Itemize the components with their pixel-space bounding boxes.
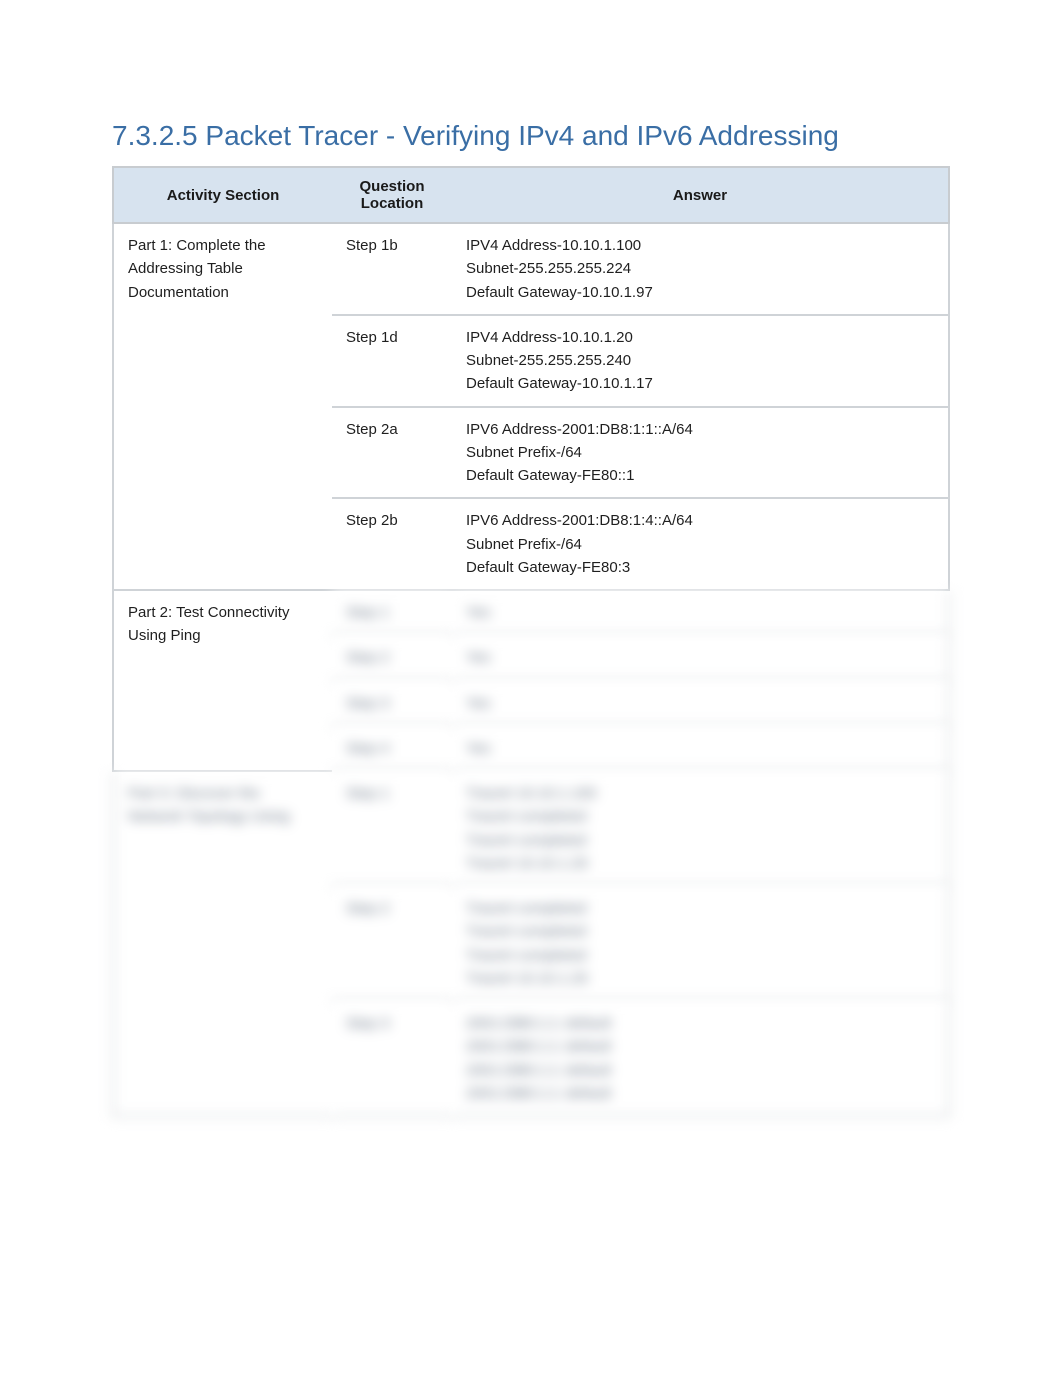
answer-line: Yes xyxy=(466,601,934,624)
answer-line: Tracert completed xyxy=(466,805,934,828)
question-cell: Step 2a xyxy=(332,408,452,500)
answer-cell: Yes xyxy=(452,636,950,681)
col-header-section: Activity Section xyxy=(112,166,332,224)
answer-cell: IPV6 Address-2001:DB8:1:4::A/64Subnet Pr… xyxy=(452,499,950,591)
answer-cell: Tracert 10.10.1.100Tracert completedTrac… xyxy=(452,772,950,887)
section-cell: Part 3: Discover the Network Topology Us… xyxy=(112,772,332,1117)
answer-line: IPV4 Address-10.10.1.100 xyxy=(466,234,934,257)
answer-cell: IPV4 Address-10.10.1.100Subnet-255.255.2… xyxy=(452,224,950,316)
answer-cell: IPV4 Address-10.10.1.20Subnet-255.255.25… xyxy=(452,316,950,408)
answer-line: Subnet Prefix-/64 xyxy=(466,441,934,464)
answer-line: IPV4 Address-10.10.1.20 xyxy=(466,326,934,349)
question-cell: Step 2 xyxy=(332,887,452,1002)
answer-line: Tracert completed xyxy=(466,829,934,852)
table-header-row: Activity Section Question Location Answe… xyxy=(112,166,950,224)
answer-line: Subnet-255.255.255.224 xyxy=(466,257,934,280)
answer-line: Yes xyxy=(466,692,934,715)
answer-cell: Yes xyxy=(452,727,950,772)
col-header-question: Question Location xyxy=(332,166,452,224)
answer-table: Activity Section Question Location Answe… xyxy=(112,166,950,1117)
answer-line: IPV6 Address-2001:DB8:1:4::A/64 xyxy=(466,509,934,532)
answer-line: Tracert 10.10.1.100 xyxy=(466,782,934,805)
answer-line: Subnet Prefix-/64 xyxy=(466,533,934,556)
question-cell: Step 3 xyxy=(332,1002,452,1117)
table-row: Part 1: Complete the Addressing Table Do… xyxy=(112,224,950,316)
answer-line: IPV6 Address-2001:DB8:1:1::A/64 xyxy=(466,418,934,441)
answer-line: Tracert completed xyxy=(466,920,934,943)
section-cell: Part 2: Test Connectivity Using Ping xyxy=(112,591,332,772)
answer-line: Default Gateway-FE80::1 xyxy=(466,464,934,487)
col-header-answer: Answer xyxy=(452,166,950,224)
section-cell: Part 1: Complete the Addressing Table Do… xyxy=(112,224,332,591)
answer-line: Tracert completed xyxy=(466,944,934,967)
answer-line: Default Gateway-10.10.1.17 xyxy=(466,372,934,395)
answer-line: Default Gateway-10.10.1.97 xyxy=(466,281,934,304)
table-row: Part 3: Discover the Network Topology Us… xyxy=(112,772,950,887)
answer-cell: Yes xyxy=(452,591,950,636)
answer-cell: Yes xyxy=(452,682,950,727)
answer-line: Tracert 10.10.1.20 xyxy=(466,852,934,875)
answer-line: 2001:DB8:1:1::default xyxy=(466,1012,934,1035)
answer-line: Tracert completed xyxy=(466,897,934,920)
question-cell: Step 1d xyxy=(332,316,452,408)
page-title: 7.3.2.5 Packet Tracer - Verifying IPv4 a… xyxy=(80,120,982,152)
answer-cell: Tracert completedTracert completedTracer… xyxy=(452,887,950,1002)
question-cell: Step 1 xyxy=(332,772,452,887)
question-cell: Step 1 xyxy=(332,591,452,636)
table-body: Part 1: Complete the Addressing Table Do… xyxy=(112,224,950,1117)
question-cell: Step 3 xyxy=(332,682,452,727)
question-cell: Step 2 xyxy=(332,636,452,681)
answer-cell: IPV6 Address-2001:DB8:1:1::A/64Subnet Pr… xyxy=(452,408,950,500)
answer-cell: 2001:DB8:1:1::default2001:DB8:1:1::defau… xyxy=(452,1002,950,1117)
question-cell: Step 2b xyxy=(332,499,452,591)
answer-line: 2001:DB8:1:1::default xyxy=(466,1082,934,1105)
table-row: Part 2: Test Connectivity Using PingStep… xyxy=(112,591,950,636)
answer-line: Yes xyxy=(466,737,934,760)
answer-line: 2001:DB8:1:1::default xyxy=(466,1059,934,1082)
answer-table-wrap: Activity Section Question Location Answe… xyxy=(80,166,982,1117)
answer-line: Default Gateway-FE80:3 xyxy=(466,556,934,579)
question-cell: Step 4 xyxy=(332,727,452,772)
question-cell: Step 1b xyxy=(332,224,452,316)
answer-line: Tracert 10.10.1.20 xyxy=(466,967,934,990)
answer-line: Subnet-255.255.255.240 xyxy=(466,349,934,372)
answer-line: Yes xyxy=(466,646,934,669)
answer-line: 2001:DB8:1:1::default xyxy=(466,1035,934,1058)
